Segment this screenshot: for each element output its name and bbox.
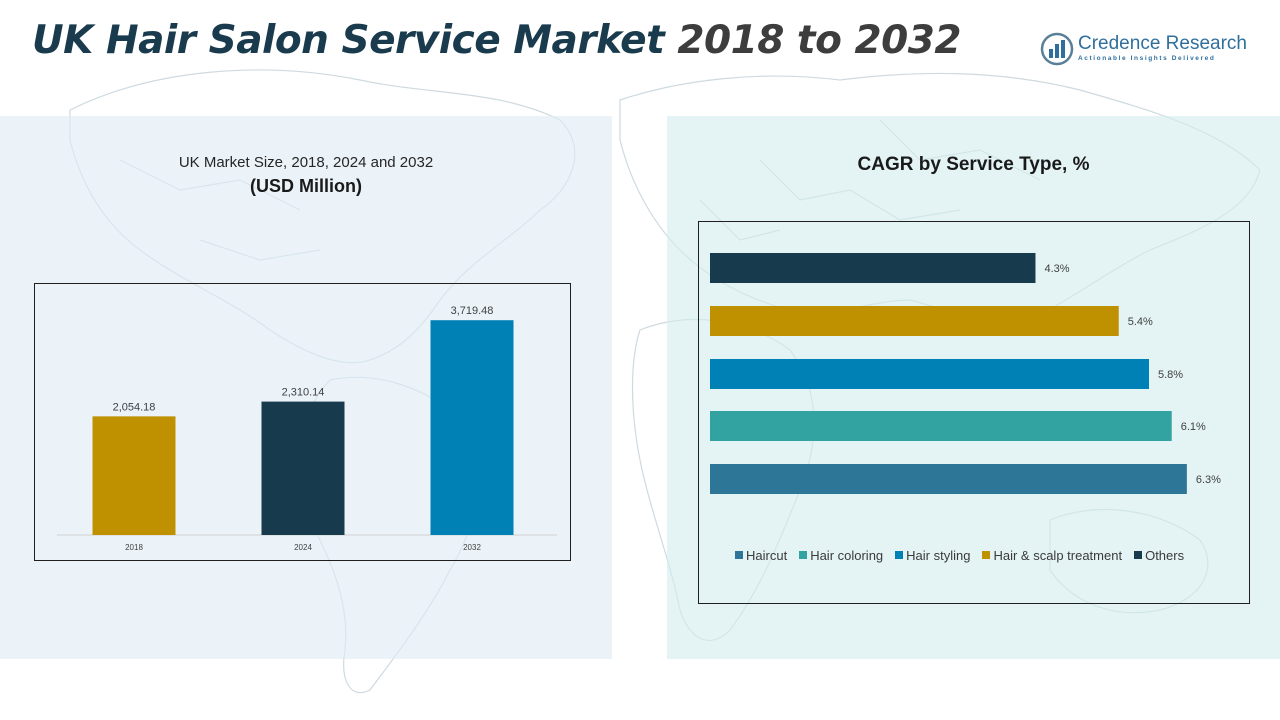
cagr-title: CAGR by Service Type, %: [857, 154, 1090, 175]
x-tick-label: 2018: [125, 543, 143, 552]
bar-value-label: 5.8%: [1158, 369, 1183, 381]
legend-label: Others: [1145, 547, 1185, 563]
legend-item: Others: [1134, 548, 1184, 563]
legend-item: Haircut: [735, 548, 787, 563]
bar-hair-coloring: [710, 411, 1172, 441]
legend-swatch: [895, 551, 904, 559]
legend-item: Hair coloring: [799, 548, 883, 563]
market-size-title: UK Market Size, 2018, 2024 and 2032: [178, 154, 434, 171]
logo-tagline: Actionable Insights Delivered: [1078, 55, 1216, 62]
bar-value-label: 3,719.48: [451, 305, 494, 317]
credence-research-logo: Credence Research Actionable Insights De…: [1040, 30, 1260, 70]
page-title: UK Hair Salon Service Market 2018 to 203…: [32, 18, 961, 63]
bar-2032: [430, 320, 514, 535]
bar-value-label: 2,310.14: [282, 387, 325, 399]
cagr-bar-chart: 4.3% 5.4% 5.8% 6.1% 6.3%: [710, 253, 1221, 494]
bar-value-label: 2,054.18: [113, 401, 156, 413]
bar-hair-scalp-treatment: [710, 306, 1119, 336]
cagr-legend: Haircut Hair coloring Hair styling Hair & s…: [735, 545, 1196, 565]
cagr-chart-frame: 4.3% 5.4% 5.8% 6.1% 6.3% Haircut Hair colorin…: [698, 221, 1250, 604]
legend-swatch: [735, 551, 743, 559]
bar-others: [710, 253, 1036, 283]
bar-value-label: 6.1%: [1181, 421, 1206, 433]
legend-label: Haircut: [746, 547, 788, 563]
legend-swatch: [982, 551, 991, 559]
legend-label: Hair & scalp treatment: [993, 547, 1123, 563]
x-tick-label: 2024: [294, 543, 312, 552]
market-size-panel: UK Market Size, 2018, 2024 and 2032 (USD…: [0, 116, 612, 659]
bar-2024: [261, 401, 345, 535]
market-size-unit: (USD Million): [250, 176, 362, 196]
market-size-chart-frame: 2,054.18 2018 2,310.14 2024 3,719.48 2032: [34, 283, 571, 561]
bar-value-label: 6.3%: [1196, 474, 1221, 486]
title-years: 2018 to 2032: [677, 18, 961, 63]
legend-item: Hair styling: [895, 548, 970, 563]
bar-haircut: [710, 464, 1187, 494]
legend-label: Hair styling: [906, 547, 971, 563]
x-tick-label: 2032: [463, 543, 481, 552]
legend-item: Hair & scalp treatment: [982, 548, 1122, 563]
logo-name: Credence Research: [1078, 33, 1247, 54]
legend-swatch: [799, 551, 808, 559]
cagr-panel: CAGR by Service Type, % 4.3% 5.4% 5.8% 6.1%…: [667, 116, 1280, 659]
bar-hair-styling: [710, 359, 1150, 389]
legend-label: Hair coloring: [810, 547, 884, 563]
bar-value-label: 5.4%: [1128, 316, 1153, 328]
market-size-bar-chart: 2,054.18 2018 2,310.14 2024 3,719.48 2032: [57, 305, 557, 552]
bar-chart-globe-icon: [1040, 32, 1074, 66]
title-main: UK Hair Salon Service Market: [32, 18, 665, 63]
bar-2018: [92, 416, 176, 535]
legend-swatch: [1134, 551, 1143, 559]
bar-value-label: 4.3%: [1044, 263, 1069, 275]
